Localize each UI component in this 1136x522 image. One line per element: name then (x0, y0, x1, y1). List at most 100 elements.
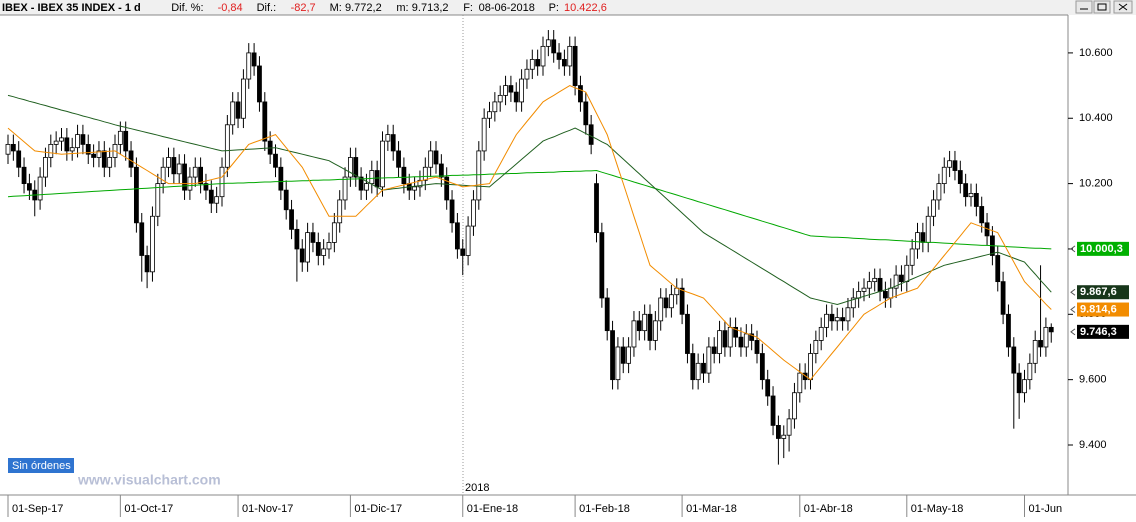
candle-body (818, 326, 824, 341)
candle-body (519, 78, 524, 103)
candle-body (107, 157, 113, 168)
candle-body (786, 418, 792, 436)
candle-body (626, 346, 631, 364)
candle-body (845, 307, 851, 322)
maximize-button[interactable] (1093, 0, 1111, 14)
candle-body (615, 346, 621, 381)
candle-body (529, 59, 535, 70)
candle-body (850, 297, 856, 309)
orders-button[interactable]: Sin órdenes (8, 458, 74, 473)
y-tick-label: 9.600 (1079, 374, 1107, 386)
candle-body (139, 222, 145, 256)
candle-body (123, 130, 129, 152)
candle-body (257, 65, 262, 103)
candle-body (1000, 281, 1006, 315)
candle-body (524, 68, 530, 80)
icon (1118, 3, 1128, 11)
candle-body (91, 153, 96, 158)
candle-body (829, 313, 835, 322)
icon (1097, 3, 1107, 11)
window-buttons[interactable] (1075, 0, 1133, 14)
button-label[interactable]: Sin órdenes (12, 460, 71, 472)
candle-body (192, 166, 198, 178)
candle-body (1016, 372, 1022, 394)
candle-body (69, 147, 75, 152)
candle-body (326, 242, 332, 250)
candle-body (428, 150, 434, 168)
candle-body (294, 228, 300, 250)
button-background[interactable] (8, 458, 74, 473)
candle-body (273, 153, 278, 168)
candle-body (947, 160, 952, 168)
candle-body (262, 101, 268, 142)
candle-body (1032, 340, 1038, 364)
candle-body (749, 333, 755, 341)
candle-body (10, 143, 16, 152)
candle-body (465, 225, 471, 256)
candle-body (96, 150, 102, 158)
candle-body (347, 157, 353, 178)
candle-body (808, 353, 813, 381)
candle-body (610, 330, 615, 381)
watermark: www.visualchart.com (77, 472, 221, 488)
candle-body (53, 140, 59, 145)
year-label: 2018 (465, 482, 489, 494)
field-value: 9.772,2 (345, 2, 382, 14)
minimize-button[interactable] (1075, 0, 1093, 14)
candle-body (669, 294, 674, 309)
candle-body (1038, 340, 1043, 348)
candle-body (866, 281, 872, 289)
candle-body (652, 320, 658, 341)
candle-body (733, 326, 738, 338)
field-value: 10.422,6 (564, 2, 607, 14)
candle-body (171, 157, 177, 175)
candle-body (957, 170, 963, 185)
moving-average-line (7, 85, 1052, 381)
candle-body (802, 372, 808, 381)
candle-body (278, 166, 284, 191)
candle-body (380, 140, 385, 188)
y-tick-label: 10.400 (1079, 112, 1113, 124)
candle-body (283, 189, 289, 211)
candle-body (460, 248, 466, 256)
candle-body (840, 317, 845, 322)
symbol: IBEX - IBEX 35 INDEX - 1 d (2, 2, 141, 14)
candle-body (449, 199, 455, 224)
y-tick-label: 9.400 (1079, 439, 1107, 451)
x-tick-label: 01-May-18 (911, 503, 964, 515)
candle-body (224, 124, 230, 168)
candle-body (685, 313, 690, 354)
candle-body (64, 137, 70, 152)
candle-body (706, 346, 712, 374)
moving-average-line (7, 94, 1052, 306)
candle-body (824, 313, 829, 328)
candle-body (101, 150, 107, 168)
candle-body (353, 157, 359, 178)
candle-body (75, 134, 80, 149)
price-label-box (1077, 241, 1129, 256)
candle-body (995, 255, 1001, 283)
field-value: 9.713,2 (412, 2, 449, 14)
candle-body (658, 297, 664, 322)
candle-body (401, 166, 407, 185)
candle-body (743, 333, 749, 348)
candle-body (117, 130, 123, 145)
candle-body (508, 85, 514, 93)
candle-body (422, 166, 428, 181)
price-marker (1070, 306, 1076, 313)
x-tick-label: 01-Dic-17 (354, 503, 402, 515)
candle-body (877, 277, 883, 292)
x-tick-label: 01-Oct-17 (124, 503, 173, 515)
candle-body (920, 232, 926, 243)
candle-body (1048, 326, 1054, 333)
candle-body (594, 183, 599, 234)
candle-body (604, 297, 610, 332)
candle-body (1027, 362, 1033, 381)
candle-body (941, 166, 947, 185)
candle-body (85, 143, 91, 155)
candle-body (711, 346, 717, 354)
candle-body (37, 176, 43, 201)
candle-body (893, 274, 899, 289)
x-tick-label: 01-Abr-18 (804, 503, 853, 515)
x-tick-label: 01-Jun (1029, 503, 1063, 515)
